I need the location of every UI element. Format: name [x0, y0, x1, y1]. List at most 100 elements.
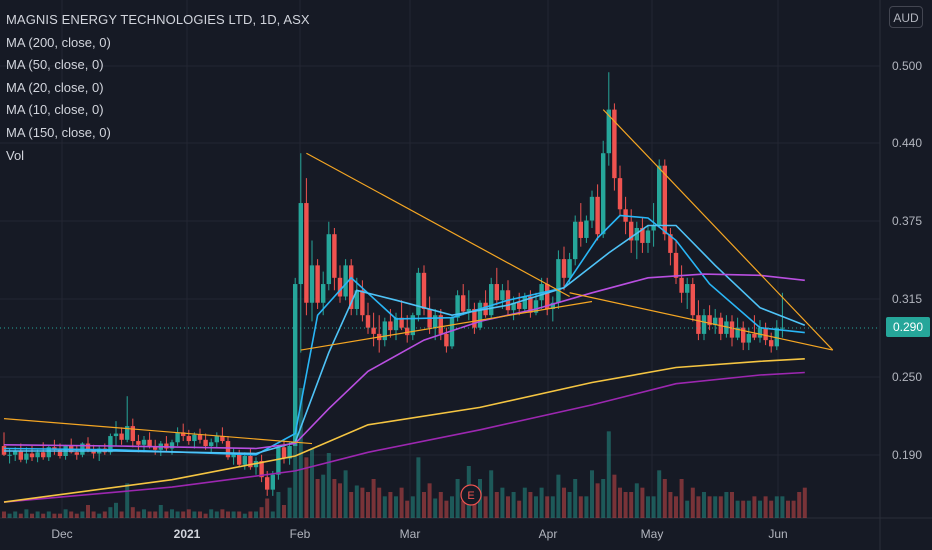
candle-body-26: [147, 439, 152, 447]
volume-bar-22: [125, 483, 130, 518]
volume-bar-105: [590, 470, 594, 518]
candle-body-135: [757, 327, 763, 338]
candle-body-95: [533, 300, 539, 313]
candle-body-40: [225, 441, 231, 458]
legend-ma50[interactable]: MA (50, close, 0): [6, 57, 104, 73]
volume-bar-79: [444, 500, 449, 518]
volume-bar-100: [562, 487, 566, 518]
volume-bar-92: [517, 500, 522, 518]
volume-bar-61: [343, 470, 348, 518]
legend-ma150[interactable]: MA (150, close, 0): [6, 124, 111, 140]
candle-body-58: [326, 234, 331, 285]
y-tick-label-3: 0.315: [892, 292, 922, 306]
volume-bar-125: [702, 492, 706, 518]
volume-bar-3: [18, 513, 23, 518]
candle-body-138: [774, 327, 779, 347]
volume-bar-67: [377, 487, 382, 518]
volume-bar-122: [685, 500, 690, 518]
volume-bar-137: [769, 500, 774, 518]
trendline-2: [300, 300, 593, 351]
candle-body-100: [561, 259, 567, 278]
volume-bar-71: [399, 487, 404, 518]
candle-body-47: [265, 477, 270, 490]
volume-bar-2: [13, 511, 18, 518]
volume-bar-103: [578, 496, 583, 518]
volume-bar-23: [130, 507, 135, 518]
candle-body-91: [511, 302, 516, 311]
volume-bar-27: [153, 511, 158, 518]
candle-body-88: [494, 284, 499, 301]
volume-bar-104: [584, 496, 589, 518]
volume-bar-56: [315, 479, 320, 518]
candle-body-89: [500, 290, 505, 301]
volume-bar-38: [214, 511, 219, 518]
candle-body-49: [276, 447, 281, 475]
candle-body-5: [29, 453, 35, 458]
candle-body-119: [668, 234, 673, 253]
volume-bar-130: [730, 492, 734, 518]
ma50-line: [3, 273, 805, 450]
candle-body-20: [113, 433, 119, 437]
candle-body-136: [763, 327, 768, 341]
candle-body-30: [169, 442, 175, 449]
volume-bar-5: [30, 513, 34, 518]
candle-body-85: [477, 302, 483, 328]
legend-ma20[interactable]: MA (20, close, 0): [6, 79, 104, 95]
y-tick-label-5: 0.190: [892, 448, 922, 462]
volume-bar-114: [640, 487, 645, 518]
volume-bar-94: [528, 492, 533, 518]
volume-bar-69: [388, 492, 393, 518]
candle-body-131: [735, 327, 740, 338]
volume-bar-112: [629, 492, 634, 518]
candle-body-25: [141, 439, 147, 445]
x-tick-label-4: Apr: [539, 527, 558, 541]
volume-bar-131: [735, 500, 740, 518]
volume-bar-9: [52, 513, 57, 518]
legend-ma10[interactable]: MA (10, close, 0): [6, 102, 104, 118]
volume-bar-36: [203, 513, 208, 518]
volume-bar-25: [142, 509, 146, 518]
candle-body-80: [449, 317, 455, 347]
volume-bar-45: [254, 511, 258, 518]
volume-bar-63: [354, 485, 359, 518]
trendline-1: [306, 152, 570, 298]
candle-body-77: [433, 315, 438, 328]
currency-button[interactable]: AUD: [889, 6, 923, 28]
candle-body-44: [248, 455, 253, 468]
volume-bar-124: [696, 496, 701, 518]
volume-bar-50: [282, 505, 286, 518]
candle-body-120: [673, 252, 679, 278]
candle-body-46: [259, 460, 264, 478]
candle-body-38: [214, 436, 219, 443]
candle-body-134: [752, 333, 757, 338]
candle-body-53: [298, 203, 303, 285]
candle-body-71: [399, 317, 404, 328]
candle-body-97: [545, 284, 550, 309]
candle-body-87: [489, 284, 494, 316]
volume-bar-82: [461, 500, 466, 518]
volume-bar-95: [534, 496, 538, 518]
volume-bar-62: [349, 492, 354, 518]
candle-body-124: [696, 315, 701, 334]
volume-bar-128: [718, 496, 723, 518]
volume-bar-57: [321, 474, 326, 518]
legend-volume[interactable]: Vol: [6, 147, 25, 163]
candle-body-54: [304, 203, 309, 303]
candle-body-118: [662, 165, 667, 235]
volume-bar-120: [674, 496, 678, 518]
volume-bar-16: [91, 511, 96, 518]
legend-ma200[interactable]: MA (200, close, 0): [6, 34, 111, 50]
volume-bar-55: [310, 448, 314, 518]
volume-bar-121: [679, 479, 684, 518]
candle-body-117: [657, 165, 662, 226]
chart-title[interactable]: MAGNIS ENERGY TECHNOLOGIES LTD, 1D, ASX: [6, 12, 310, 27]
volume-bar-87: [489, 470, 494, 518]
candle-body-34: [192, 434, 197, 442]
candle-body-102: [573, 221, 578, 260]
volume-bar-73: [410, 496, 415, 518]
volume-bar-135: [758, 500, 762, 518]
candle-body-52: [293, 284, 298, 447]
volume-bar-133: [746, 500, 751, 518]
candle-body-3: [18, 451, 23, 460]
